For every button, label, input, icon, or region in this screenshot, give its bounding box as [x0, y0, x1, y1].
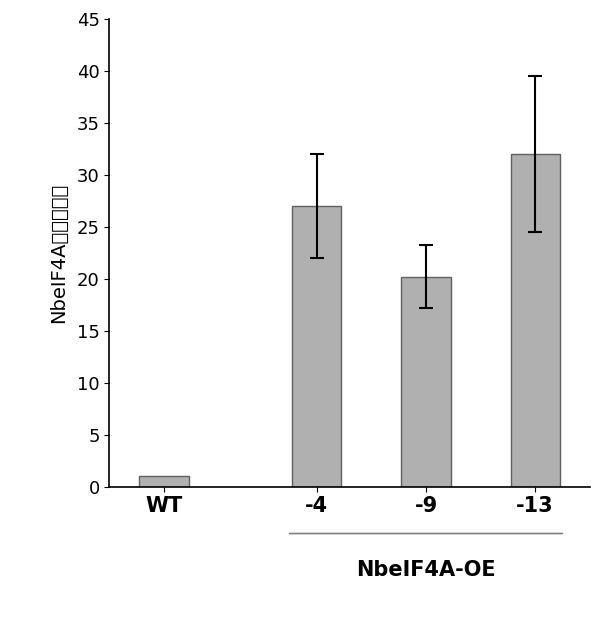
- Bar: [511, 154, 560, 487]
- Y-axis label: NbeIF4A相对表达量: NbeIF4A相对表达量: [49, 183, 68, 323]
- Bar: [292, 206, 342, 487]
- Bar: [139, 476, 188, 487]
- Text: NbeIF4A-OE: NbeIF4A-OE: [356, 560, 496, 580]
- Bar: [401, 276, 451, 487]
